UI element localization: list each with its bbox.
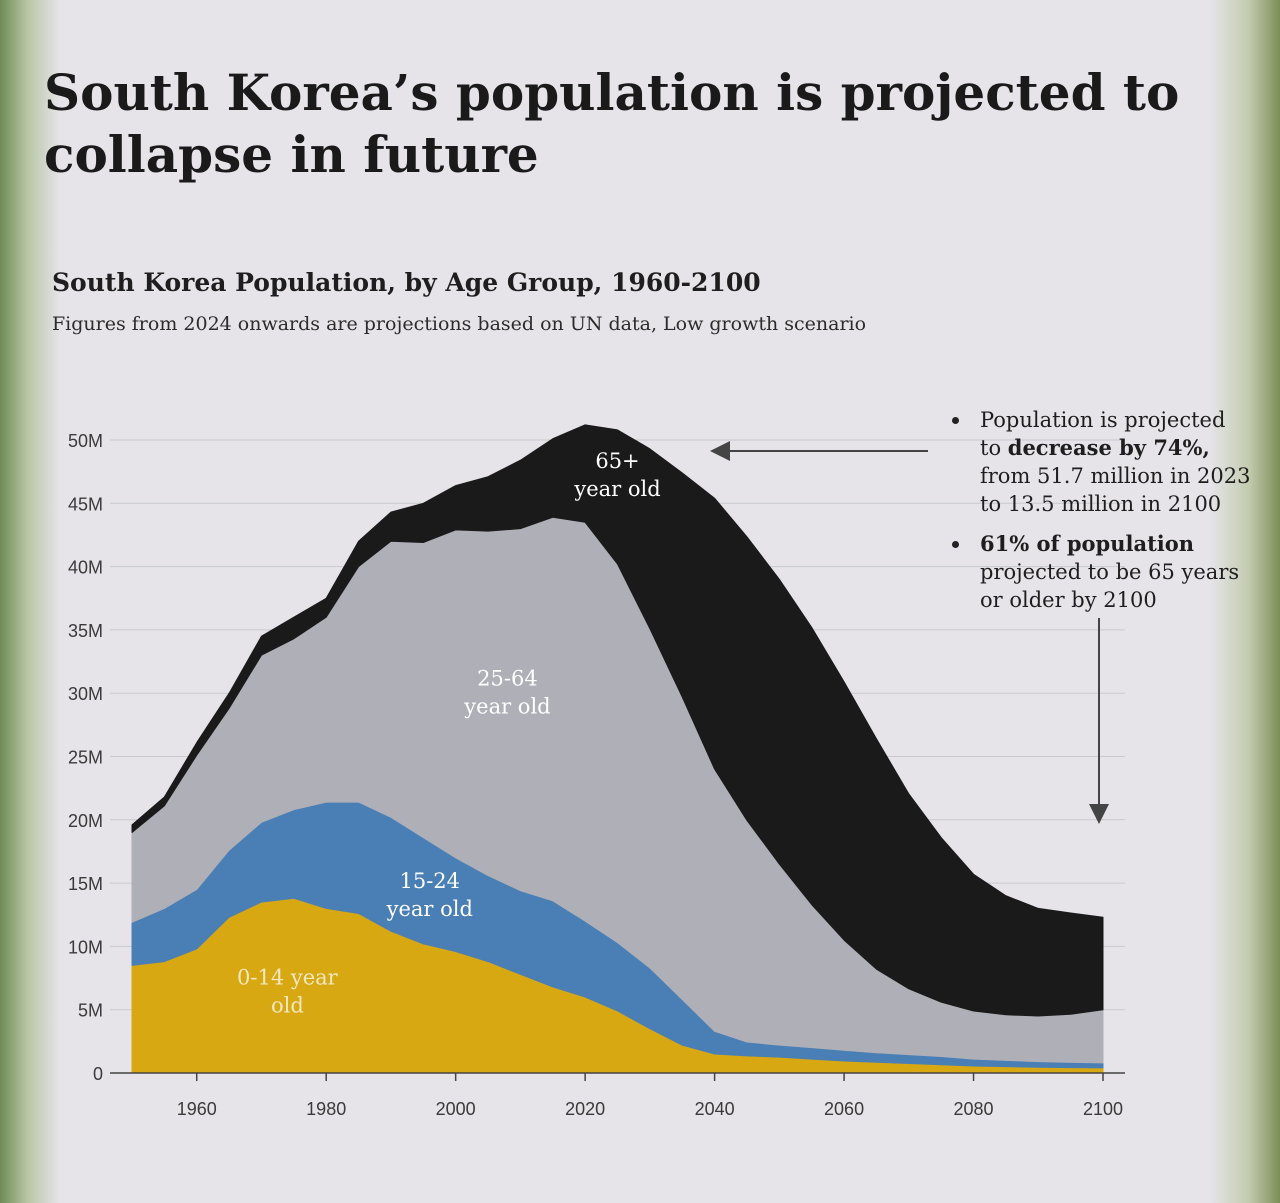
axes: 0 5M 10M 15M 20M 25M 30M 35M 40M 45M 50M 1960 1980 20…: [68, 431, 1125, 1119]
photo-edge-right: [1210, 0, 1280, 1203]
x-tick-label: 2060: [824, 1099, 864, 1119]
y-tick-label: 0: [93, 1064, 103, 1084]
x-tick-label: 2100: [1083, 1099, 1123, 1119]
x-tick-label: 2080: [954, 1099, 994, 1119]
x-tick-label: 2020: [565, 1099, 605, 1119]
y-tick-label: 40M: [68, 558, 103, 578]
band-label-1: 25-64 year old: [463, 667, 550, 719]
band-labels: 65+ year old 25-64 year old 15-24 year old 0-1…: [237, 449, 661, 1018]
x-tick-label: 2040: [695, 1099, 735, 1119]
y-tick-label: 50M: [68, 431, 103, 451]
band-label-2: 15-24 year old: [386, 869, 473, 921]
stacked-areas: [131, 424, 1104, 1074]
headline: South Korea’s population is projected to…: [44, 63, 1180, 184]
chart-title: South Korea Population, by Age Group, 19…: [52, 268, 761, 297]
band-label-0: 65+ year old: [573, 449, 660, 501]
y-tick-label: 15M: [68, 874, 103, 894]
area-65-year-old: [131, 424, 1104, 1017]
annotation-decrease: Population is projected to decrease by 7…: [948, 406, 1258, 518]
y-tick-label: 5M: [78, 1001, 103, 1021]
x-tick-label: 2000: [436, 1099, 476, 1119]
y-tick-label: 45M: [68, 494, 103, 514]
y-tick-label: 20M: [68, 811, 103, 831]
y-tick-label: 30M: [68, 684, 103, 704]
x-tick-label: 1980: [306, 1099, 346, 1119]
y-tick-label: 35M: [68, 621, 103, 641]
chart-subtitle: Figures from 2024 onwards are projection…: [52, 313, 867, 335]
y-tick-label: 10M: [68, 937, 103, 957]
annotation-list: Population is projected to decrease by 7…: [948, 406, 1258, 626]
annotation-elderly-share: 61% of population projected to be 65 yea…: [948, 530, 1258, 614]
y-tick-label: 25M: [68, 748, 103, 768]
photo-edge-left: [0, 0, 60, 1203]
x-tick-label: 1960: [177, 1099, 217, 1119]
band-label-3: 0-14 year old: [237, 965, 339, 1017]
